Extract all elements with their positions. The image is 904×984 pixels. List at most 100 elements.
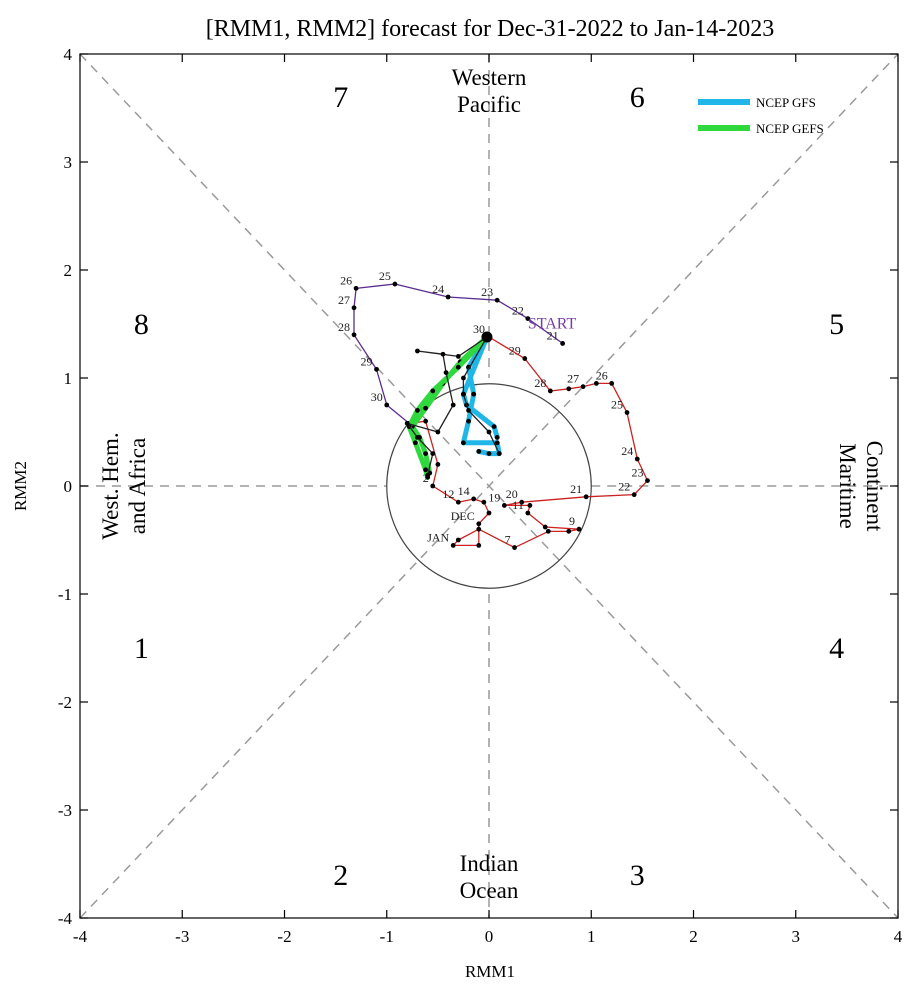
x-tick-label: -4 (73, 927, 88, 946)
trajectory-line (462, 336, 500, 455)
y-tick-label: -4 (58, 909, 73, 928)
y-tick-label: 4 (64, 45, 73, 64)
trajectory-point (486, 510, 492, 516)
trajectory-point (583, 494, 589, 500)
trajectory-point (374, 366, 379, 372)
trajectory-point (471, 496, 477, 502)
trajectory-point (525, 510, 531, 516)
trajectory-point (435, 462, 441, 467)
day-label: 27 (567, 372, 579, 386)
day-label: 21 (570, 482, 582, 496)
trajectory-point (494, 440, 500, 446)
trajectory-point (566, 386, 572, 392)
trajectory-point (560, 341, 566, 346)
trajectory-point (440, 351, 446, 357)
trajectory-point (435, 429, 441, 435)
legend-label: NCEP GFS (756, 95, 816, 110)
trajectory-point (392, 281, 398, 287)
x-tick-label: -1 (380, 927, 394, 946)
trajectory-point (496, 451, 502, 456)
trajectory-point (415, 348, 420, 354)
trajectory-point (481, 499, 487, 505)
phase-label: 8 (134, 308, 149, 341)
day-label: 26 (340, 273, 352, 287)
y-tick-label: 0 (64, 477, 73, 496)
trajectory-point (476, 449, 482, 454)
phase-label: 4 (829, 632, 844, 665)
trajectory-point (491, 424, 497, 429)
start-label: START (528, 315, 577, 332)
day-label: 23 (631, 466, 643, 480)
region-label-left: and Africa (125, 438, 150, 534)
trajectory-point (494, 435, 500, 440)
trajectory-point (443, 370, 449, 375)
day-label: 30 (473, 322, 485, 336)
trajectory-point (494, 297, 500, 303)
trajectory-point (527, 503, 533, 508)
trajectory-point (415, 408, 420, 413)
day-label: DEC (451, 509, 475, 523)
trajectory-point (455, 537, 461, 543)
x-tick-label: 2 (689, 927, 698, 946)
trajectory-point (423, 418, 429, 424)
trajectory-point (466, 408, 471, 413)
y-tick-label: -2 (58, 693, 72, 712)
x-tick-label: 1 (587, 927, 596, 946)
day-label: JAN (427, 530, 449, 544)
y-tick-label: 3 (64, 153, 73, 172)
y-tick-label: -3 (58, 801, 72, 820)
x-tick-label: 3 (792, 927, 801, 946)
trajectory-point (423, 405, 429, 411)
trajectory-point (545, 528, 551, 534)
trajectory-point (351, 305, 357, 311)
day-label: 12 (442, 487, 454, 501)
forecast-start-point (481, 331, 493, 343)
day-label: 22 (618, 480, 630, 494)
region-label-top: Western (452, 65, 527, 90)
phase-label: 3 (630, 859, 645, 892)
y-axis-label: RMM2 (11, 461, 30, 511)
trajectory-point (519, 499, 525, 505)
trajectory-point (624, 410, 630, 415)
x-axis-label: RMM1 (465, 962, 515, 981)
chart-title: [RMM1, RMM2] forecast for Dec-31-2022 to… (206, 16, 775, 42)
trajectory-point (415, 435, 420, 440)
trajectory-point (425, 472, 431, 478)
trajectory-point (466, 418, 471, 424)
phase-label: 5 (829, 308, 844, 341)
trajectory-point (576, 526, 582, 532)
x-tick-label: -3 (175, 927, 189, 946)
trajectory-point (522, 356, 528, 361)
region-label-left: West. Hem. (98, 432, 123, 539)
y-tick-label: -1 (58, 585, 72, 604)
trajectory-point (566, 528, 572, 534)
trajectory-point (609, 381, 615, 386)
day-label: 23 (481, 285, 493, 299)
region-label-bottom: Indian (460, 851, 519, 876)
trajectory-point (423, 467, 429, 473)
day-label: 28 (338, 320, 350, 334)
region-label-top: Pacific (457, 92, 521, 117)
day-label: 20 (506, 487, 518, 501)
trajectory-point (455, 499, 461, 505)
trajectory-point (455, 364, 461, 370)
trajectory-point (486, 451, 492, 456)
trajectory-point (430, 388, 436, 394)
y-tick-label: 1 (64, 369, 73, 388)
day-label: 26 (596, 368, 608, 382)
trajectory-point (476, 521, 482, 527)
grid-layer (79, 53, 899, 919)
diagonal-guide (79, 53, 899, 919)
day-label: 19 (488, 490, 500, 504)
day-label: 21 (547, 328, 559, 342)
day-label: 24 (432, 282, 444, 296)
trajectory-point (512, 545, 517, 550)
x-tick-label: -2 (277, 927, 291, 946)
trajectory-point (593, 381, 599, 386)
phase-label: 1 (134, 632, 149, 665)
day-label: 14 (458, 484, 470, 498)
trajectory-point (645, 478, 650, 483)
